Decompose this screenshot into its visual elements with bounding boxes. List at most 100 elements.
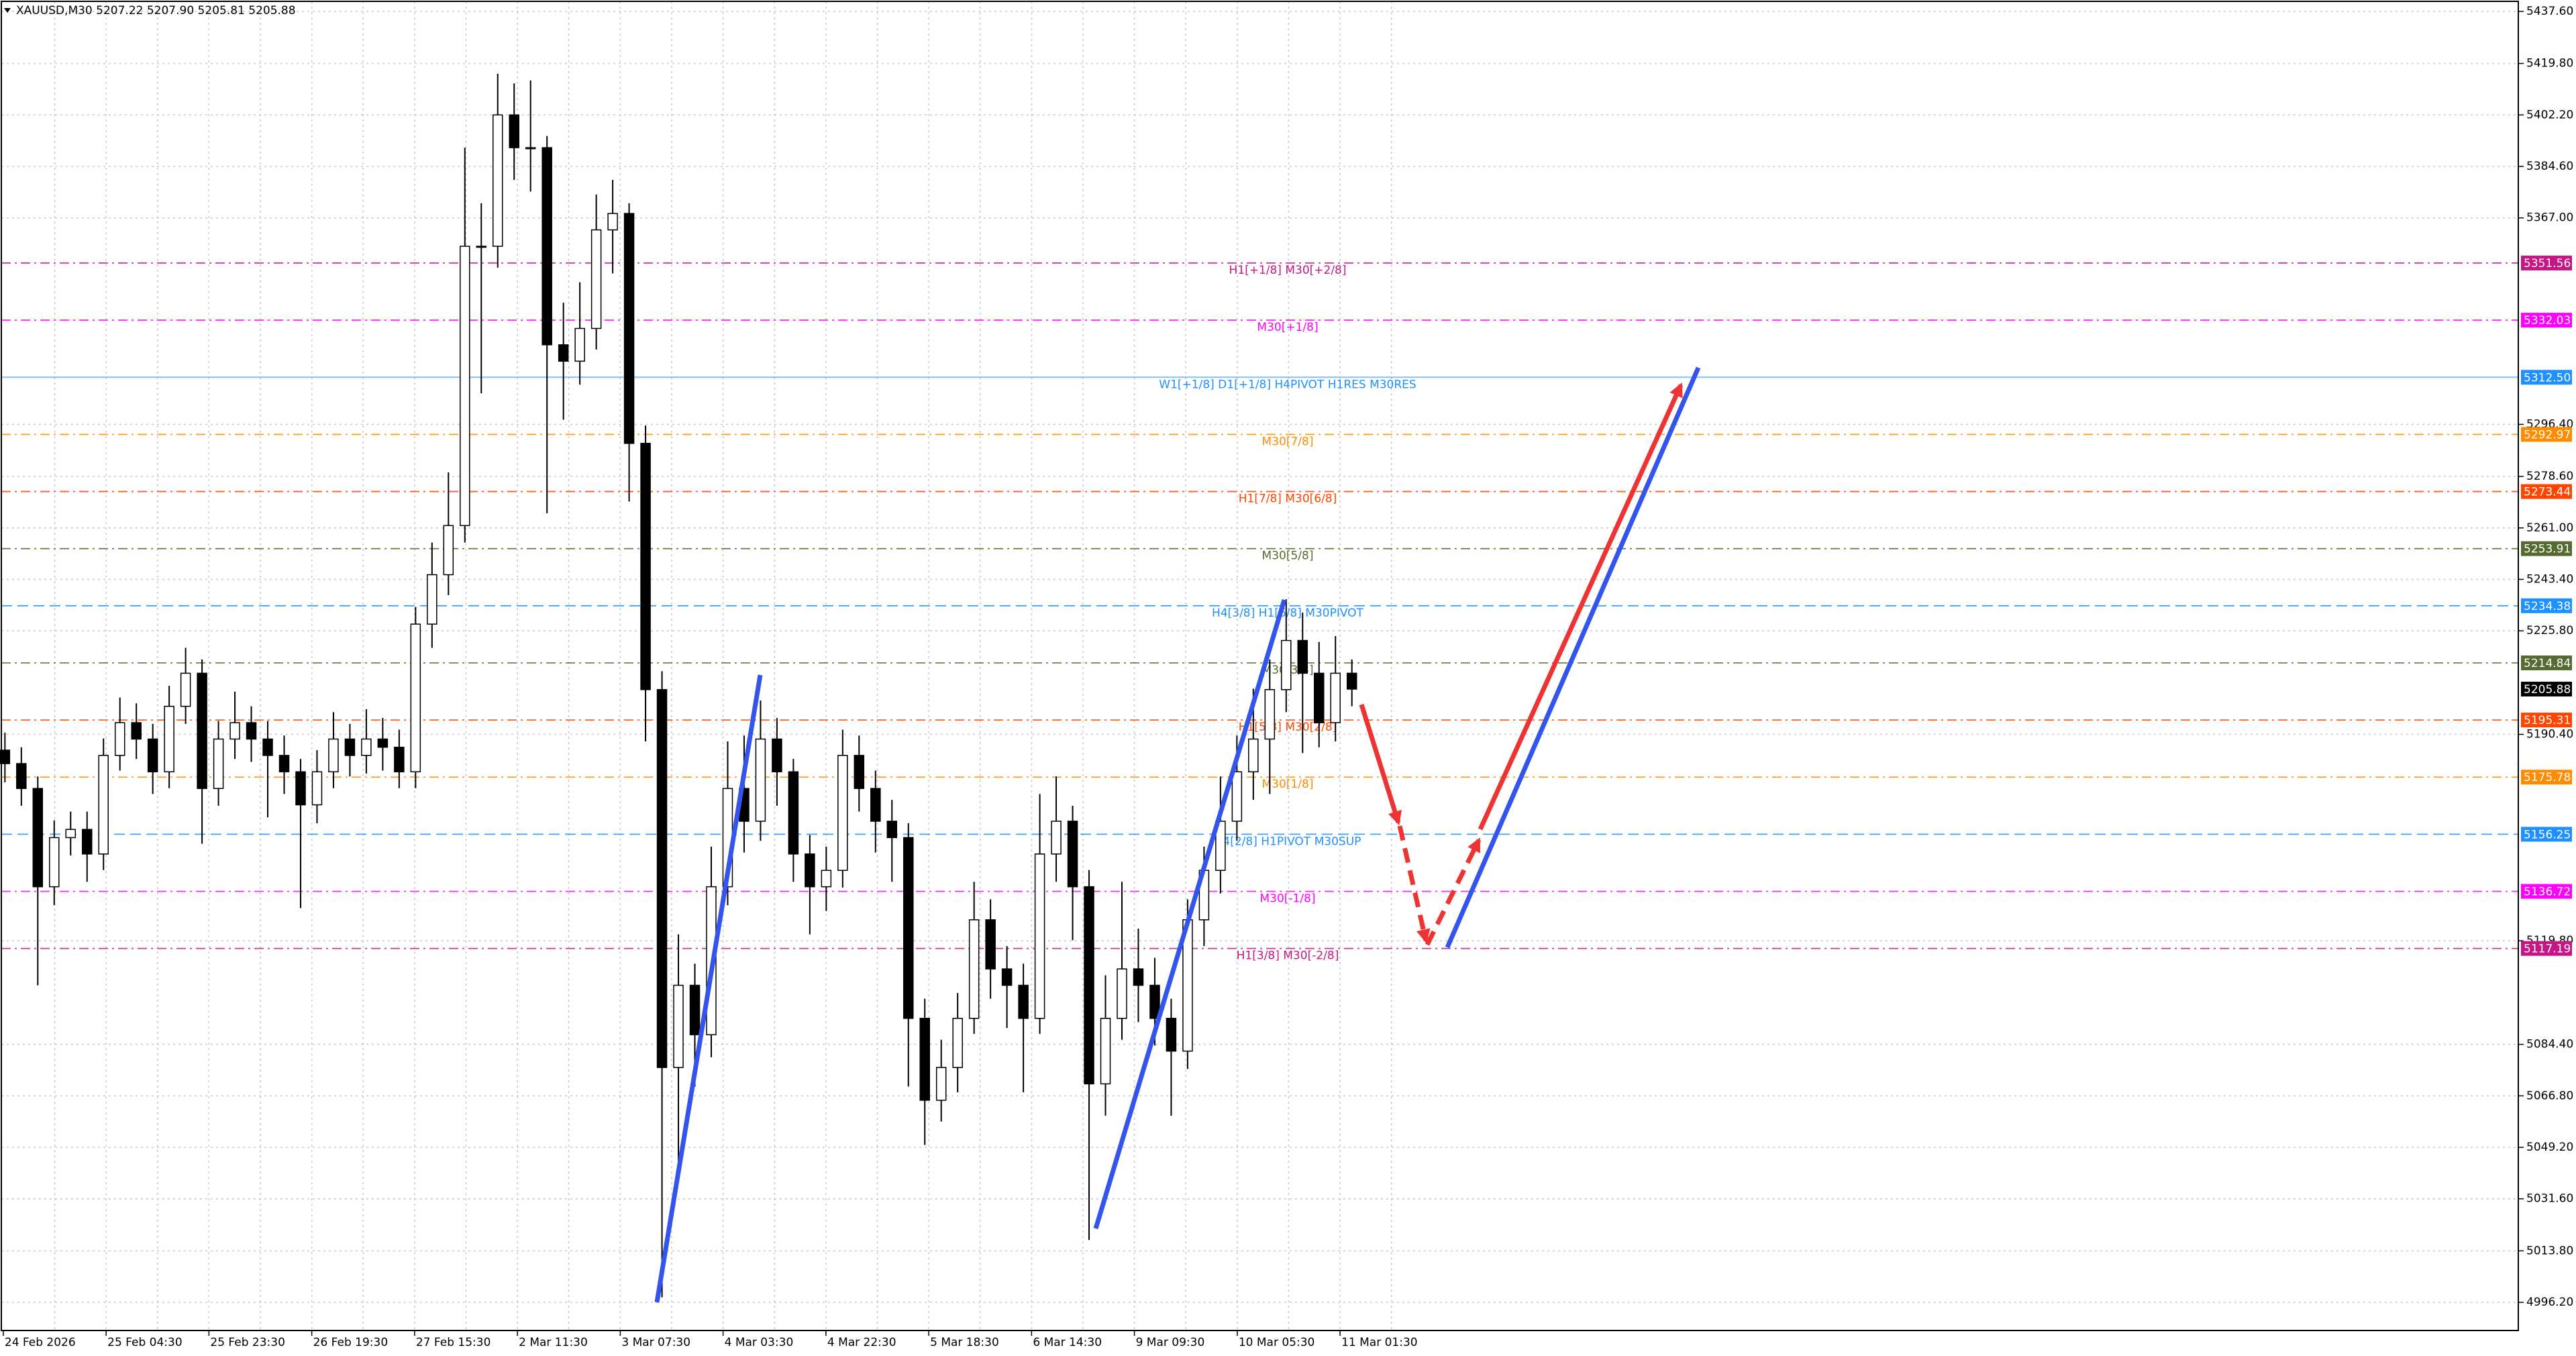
candle-body <box>1133 968 1144 986</box>
level-price-box <box>2521 427 2572 442</box>
candle-body <box>262 738 273 756</box>
x-tick-label: 25 Feb 23:30 <box>210 1336 285 1349</box>
candle-body <box>1330 672 1341 723</box>
level-price-label: 5351.56 <box>2524 257 2571 270</box>
y-tick-label: 5384.60 <box>2526 160 2573 173</box>
y-tick-label: 5066.80 <box>2526 1089 2573 1102</box>
candle-body <box>1166 1018 1177 1052</box>
candle-body <box>278 755 290 773</box>
chart-title: XAUUSD,M30 5207.22 5207.90 5205.81 5205.… <box>16 4 296 17</box>
trend-line <box>654 674 763 1303</box>
y-tick-label: 5367.00 <box>2526 211 2573 225</box>
level-price-box <box>2521 713 2572 728</box>
level-price-box <box>2521 484 2572 499</box>
levels: H1[+1/8] M30[+2/8] M30[+1/8] W1[+1/8] D1[+… <box>1 262 2518 963</box>
y-tick-label: 5402.20 <box>2526 108 2573 121</box>
candle-body <box>1248 738 1259 773</box>
level-price-label: 5175.78 <box>2524 771 2571 784</box>
candle-body <box>574 327 585 362</box>
candle-body <box>968 919 980 1019</box>
level-price-box <box>2521 884 2572 899</box>
candle-body <box>427 574 437 625</box>
candle-body <box>1297 639 1308 674</box>
candle-body <box>509 114 519 148</box>
level-price-box <box>2521 541 2572 556</box>
candle-body <box>311 771 323 806</box>
level-label: H4[3/8] H1[6/8] M30PIVOT <box>1212 607 1364 620</box>
candle-body <box>1281 639 1292 690</box>
level-price-label: 5117.19 <box>2524 943 2571 956</box>
trend-line <box>1093 598 1287 1230</box>
x-tick-label: 2 Mar 11:30 <box>519 1336 588 1349</box>
candle-body <box>854 755 865 789</box>
candle-body <box>213 738 224 789</box>
y-tick-label: 5261.00 <box>2526 521 2573 535</box>
candle-body <box>837 755 848 871</box>
y-tick-label: 5243.40 <box>2526 572 2573 586</box>
x-tick-label: 24 Feb 2026 <box>5 1336 76 1349</box>
level-label: H1[3/8] M30[-2/8] <box>1237 949 1339 963</box>
y-tick-label: 5084.40 <box>2526 1038 2573 1051</box>
candle-body <box>147 738 158 773</box>
candle-body <box>0 749 11 764</box>
x-tick-label: 4 Mar 03:30 <box>725 1336 794 1349</box>
y-tick-label: 5437.60 <box>2526 5 2573 18</box>
x-tick-label: 6 Mar 14:30 <box>1033 1336 1102 1349</box>
x-tick-label: 27 Feb 15:30 <box>416 1336 491 1349</box>
level-price-label: 5156.25 <box>2524 828 2571 841</box>
candle-body <box>886 821 898 839</box>
candle-body <box>1149 984 1160 1019</box>
candle-body <box>1034 853 1045 1019</box>
level-label: M30[+1/8] <box>1257 321 1318 334</box>
candle-body <box>394 746 405 773</box>
forecast-arrow <box>1425 837 1482 946</box>
candle-body <box>476 246 487 248</box>
candle-body <box>180 672 191 707</box>
candle-body <box>1067 821 1078 888</box>
candle-body <box>1018 984 1029 1019</box>
level-price-label: 5312.50 <box>2524 371 2571 384</box>
candle-body <box>114 722 125 756</box>
x-tick-label: 9 Mar 09:30 <box>1136 1336 1205 1349</box>
forecast-arrow <box>1397 825 1431 944</box>
candle-body <box>410 623 421 773</box>
candle-body <box>640 443 651 690</box>
candle-body <box>1264 689 1276 740</box>
level-label: M30[1/8] <box>1262 778 1314 791</box>
candle-body <box>805 853 815 888</box>
candle-body <box>295 771 306 806</box>
candle-body <box>344 738 356 756</box>
level-price-label: 5234.38 <box>2524 600 2571 613</box>
candle-body <box>32 788 44 888</box>
candle-body <box>623 213 635 444</box>
candle-body <box>542 147 552 346</box>
y-tick-label: 5278.60 <box>2526 470 2573 483</box>
candle-body <box>952 1018 963 1068</box>
candle-body <box>197 672 207 789</box>
candle-body <box>558 344 569 362</box>
candle-body <box>98 755 109 855</box>
candle-body <box>870 788 881 822</box>
x-tick-label: 25 Feb 04:30 <box>107 1336 183 1349</box>
level-price-box <box>2521 313 2572 328</box>
candle-body <box>656 689 668 1068</box>
candle-body <box>377 738 389 748</box>
last-price-label: 5205.88 <box>2524 683 2571 696</box>
level-label: W1[+1/8] D1[+1/8] H4PIVOT H1RES M30RES <box>1159 378 1416 391</box>
candle-body <box>607 213 618 231</box>
x-tick-label: 4 Mar 22:30 <box>827 1336 896 1349</box>
y-tick-label: 5013.80 <box>2526 1244 2573 1257</box>
candle-body <box>1051 821 1062 855</box>
level-price-box <box>2521 256 2572 271</box>
candle-body <box>460 246 470 527</box>
level-label: M30[7/8] <box>1262 435 1314 448</box>
candles <box>0 73 1357 1298</box>
candle-body <box>985 919 996 970</box>
level-price-box <box>2521 655 2572 670</box>
x-tick-label: 11 Mar 01:30 <box>1341 1336 1418 1349</box>
candle-body <box>689 984 701 1035</box>
plot-frame <box>1 1 2519 1331</box>
level-price-box <box>2521 598 2572 613</box>
candle-body <box>246 722 257 740</box>
